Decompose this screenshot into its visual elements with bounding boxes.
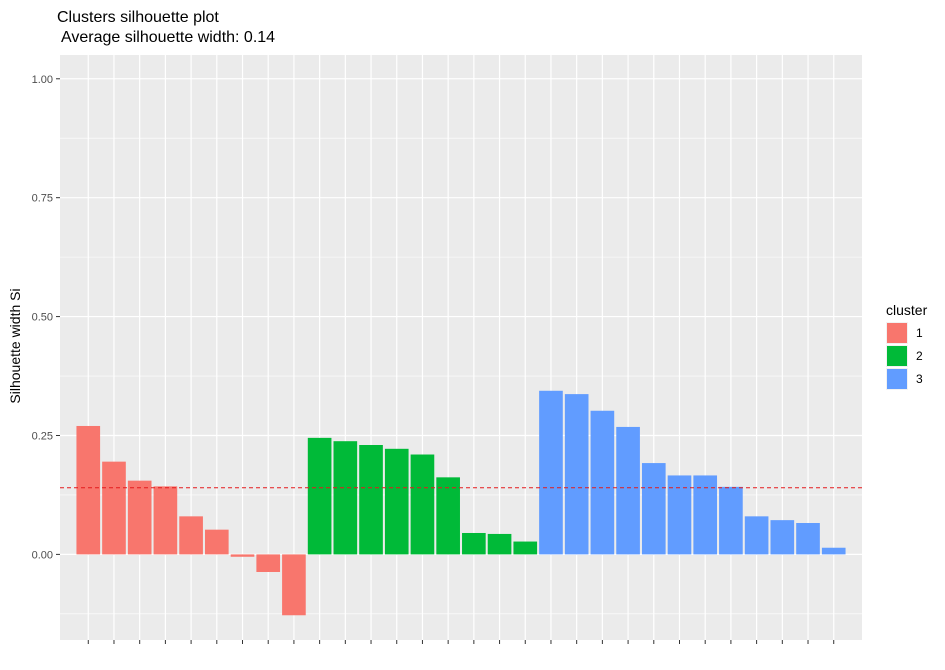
y-tick-label: 0.25 <box>32 430 53 442</box>
silhouette-bar-cluster-3 <box>641 463 666 555</box>
silhouette-bar-cluster-1 <box>204 529 229 555</box>
y-axis: 0.00 0.25 0.50 0.75 1.00 <box>32 74 60 561</box>
y-tick-label: 0.50 <box>32 312 53 324</box>
silhouette-bar-cluster-2 <box>384 448 409 555</box>
silhouette-bar-cluster-3 <box>693 475 718 555</box>
legend-label-1: 1 <box>916 326 923 340</box>
silhouette-bar-cluster-2 <box>487 533 512 555</box>
silhouette-bar-cluster-3 <box>744 516 769 555</box>
silhouette-bar-cluster-2 <box>307 437 332 555</box>
legend-swatch-1 <box>887 323 907 343</box>
silhouette-bar-cluster-3 <box>667 475 692 555</box>
legend-label-2: 2 <box>916 349 923 363</box>
silhouette-bar-cluster-1 <box>76 425 101 555</box>
silhouette-bar-cluster-3 <box>539 390 563 555</box>
legend-swatch-2 <box>887 346 907 366</box>
silhouette-bar-cluster-3 <box>796 523 820 555</box>
legend: cluster 1 2 3 <box>886 302 928 390</box>
silhouette-bar-cluster-1 <box>230 554 255 557</box>
silhouette-bar-cluster-3 <box>564 394 589 555</box>
y-axis-title: Silhouette width Si <box>7 288 23 403</box>
y-tick-label: 0.75 <box>32 193 53 205</box>
legend-label-3: 3 <box>916 372 923 386</box>
y-tick-label: 1.00 <box>32 74 53 86</box>
legend-swatch-3 <box>887 369 907 389</box>
silhouette-bar-cluster-1 <box>179 516 203 555</box>
bars-group <box>76 390 846 616</box>
silhouette-bar-cluster-3 <box>616 426 640 555</box>
silhouette-bar-cluster-1 <box>127 480 152 555</box>
x-axis <box>87 640 835 644</box>
silhouette-bar-cluster-1 <box>102 461 126 555</box>
chart-subtitle: Average silhouette width: 0.14 <box>61 29 275 46</box>
y-tick-label: 0.00 <box>32 549 53 561</box>
silhouette-bar-cluster-2 <box>410 454 435 555</box>
silhouette-bar-cluster-1 <box>153 486 178 555</box>
silhouette-bar-cluster-3 <box>719 486 743 555</box>
silhouette-bar-cluster-2 <box>359 445 383 555</box>
legend-title: cluster <box>886 302 928 318</box>
silhouette-bar-cluster-3 <box>590 410 615 555</box>
silhouette-bar-cluster-2 <box>436 477 460 555</box>
silhouette-bar-cluster-2 <box>333 441 358 555</box>
silhouette-bar-cluster-3 <box>770 520 795 555</box>
silhouette-bar-cluster-1 <box>282 554 306 616</box>
silhouette-bar-cluster-2 <box>513 541 538 555</box>
silhouette-bar-cluster-2 <box>462 532 486 555</box>
silhouette-bar-cluster-3 <box>821 547 846 555</box>
silhouette-bar-cluster-1 <box>256 554 281 572</box>
chart-title: Clusters silhouette plot <box>57 9 219 26</box>
